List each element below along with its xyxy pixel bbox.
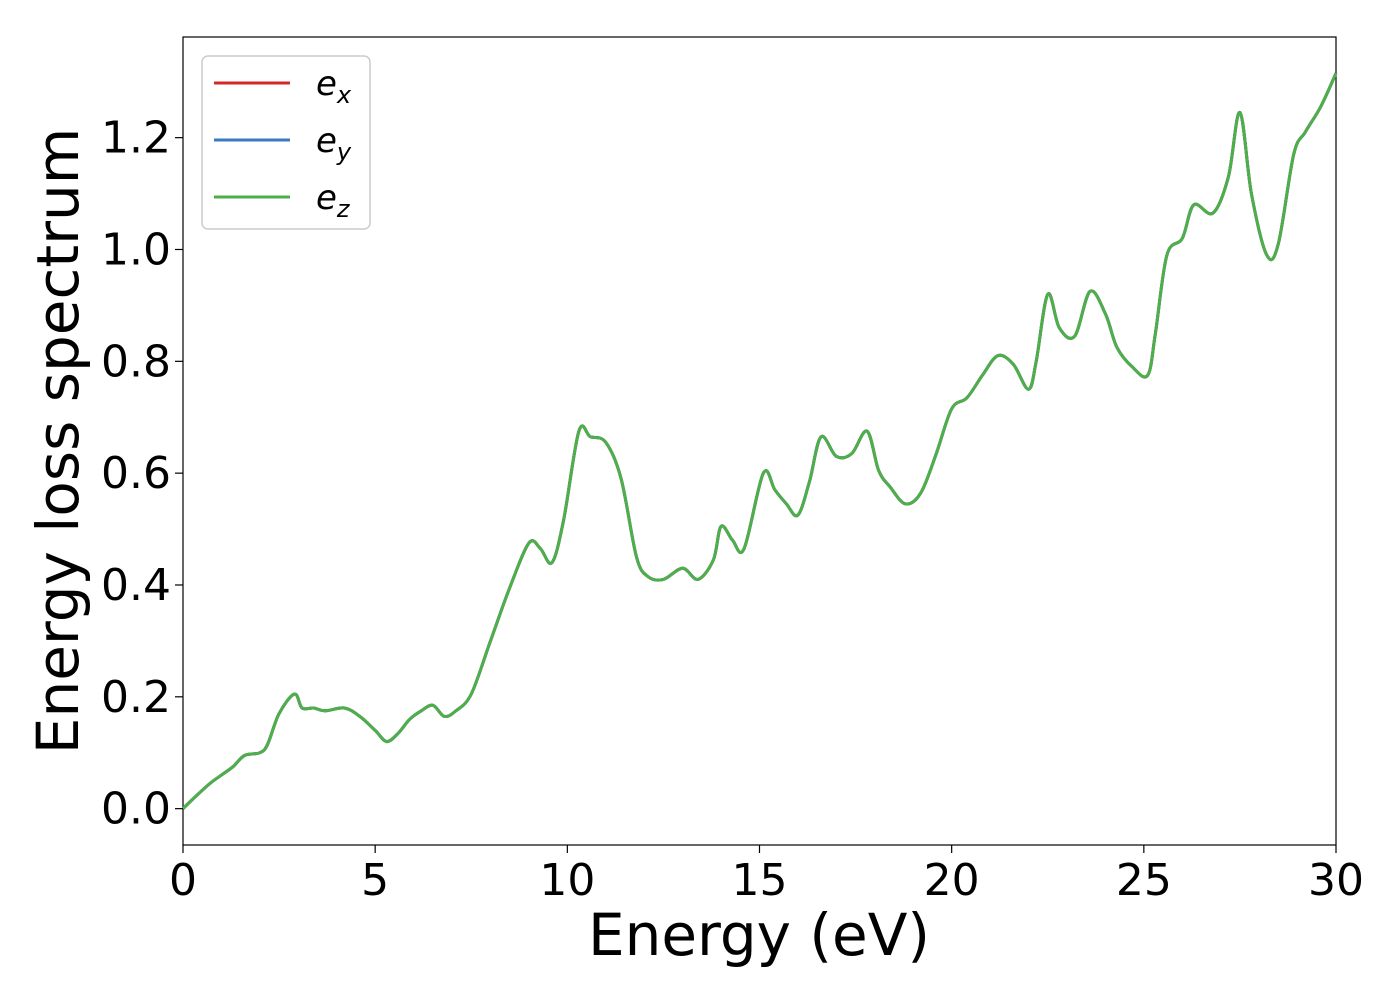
- y-tick-label: 1.0: [101, 224, 171, 275]
- x-tick-label: 10: [539, 855, 595, 906]
- y-tick-label: 1.2: [101, 113, 171, 164]
- plot-area: [182, 36, 1337, 846]
- legend-label-e-x: ex: [316, 64, 352, 109]
- legend-label-e-z: ez: [316, 178, 351, 223]
- x-tick-label: 30: [1308, 855, 1364, 906]
- legend-frame: [201, 55, 371, 230]
- y-axis-title: Energy loss spectrum: [24, 128, 92, 754]
- legend-label-subscript: x: [336, 81, 352, 109]
- y-tick-label: 0.2: [101, 672, 171, 723]
- y-tick-label: 0.8: [101, 336, 171, 387]
- series-layer: [181, 72, 1338, 810]
- y-tick-label: 0.4: [101, 560, 171, 611]
- legend-label-base: e: [316, 64, 337, 104]
- y-tick-label: 0.6: [101, 448, 171, 499]
- legend-label-e-y: ey: [316, 121, 352, 166]
- y-tick-label: 0.0: [101, 784, 171, 835]
- legend-label-base: e: [316, 121, 337, 161]
- series-line-e-z: [181, 72, 1338, 810]
- y-axis: 0.0 0.2 0.4 0.6 0.8 1.0 1.2: [101, 113, 183, 835]
- x-tick-label: 20: [924, 855, 980, 906]
- legend-label-subscript: z: [336, 195, 351, 223]
- x-axis: 0 5 10 15 20 25 30: [169, 845, 1364, 906]
- legend-label-subscript: y: [336, 138, 352, 166]
- x-tick-label: 15: [732, 855, 788, 906]
- x-tick-label: 5: [361, 855, 389, 906]
- legend-label-base: e: [316, 178, 337, 218]
- x-axis-title: Energy (eV): [588, 901, 930, 969]
- x-tick-label: 0: [169, 855, 197, 906]
- x-tick-label: 25: [1116, 855, 1172, 906]
